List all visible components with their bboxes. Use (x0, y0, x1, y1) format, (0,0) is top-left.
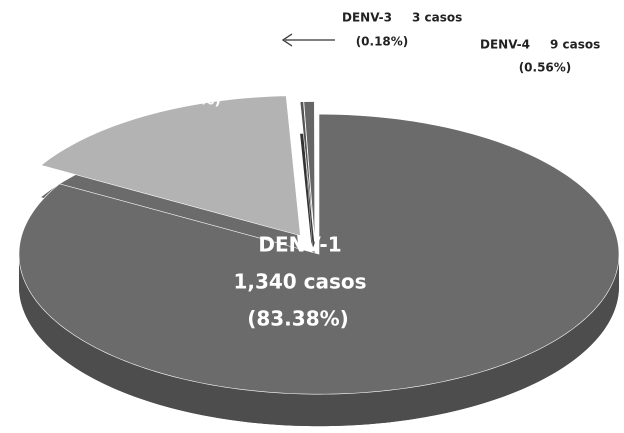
slice (303, 101, 316, 242)
arrow-head (281, 33, 293, 47)
slice (40, 95, 301, 237)
slice (18, 113, 620, 395)
slice-percent: (0.56%) (519, 61, 572, 75)
slice-label: DENV-3 (342, 11, 392, 25)
slice-value: 1,340 casos (233, 270, 366, 294)
slice-percent: (83.38%) (247, 307, 349, 331)
slice-side (18, 254, 619, 427)
slice-value: 255 casos (141, 63, 225, 81)
slice-value: 3 casos (412, 11, 462, 25)
slice-value: 9 casos (550, 38, 600, 52)
slice-label: DENV-2 (154, 35, 216, 53)
slice (299, 101, 315, 242)
slice-bottom (300, 133, 315, 274)
slice-percent: (15.86%) (145, 91, 221, 109)
slice-label: DENV-4 (480, 38, 530, 52)
slice-label: DENV-1 (258, 233, 341, 257)
slice-percent: (0.18%) (356, 35, 409, 49)
